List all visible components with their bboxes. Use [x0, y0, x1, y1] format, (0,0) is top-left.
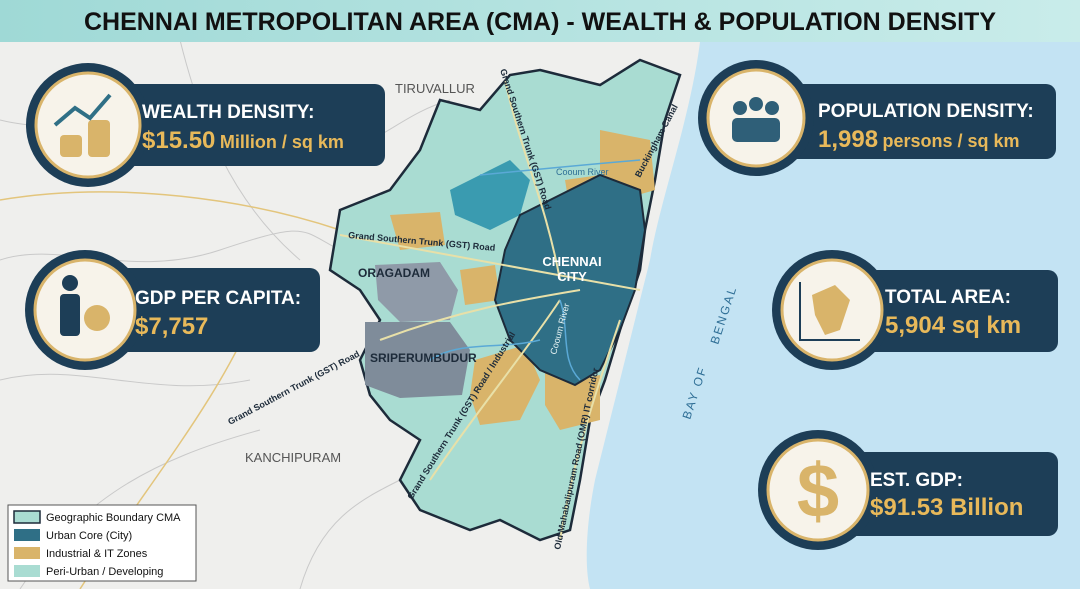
stat-card: GDP PER CAPITA: $7,757 [25, 250, 320, 370]
stat-card: $ EST. GDP: $91.53 Billion [758, 430, 1058, 550]
stat-label: EST. GDP: [870, 470, 963, 491]
stat-unit: Million / sq km [220, 132, 344, 152]
svg-text:$: $ [797, 449, 839, 534]
legend-entry: Industrial & IT Zones [46, 548, 148, 560]
stat-label: GDP PER CAPITA: [135, 288, 301, 309]
stat-card: WEALTH DENSITY: $15.50 Million / sq km [26, 63, 385, 187]
place-label: CHENNAI [542, 254, 601, 269]
place-label: TIRUVALLUR [395, 81, 475, 96]
legend-entry: Geographic Boundary CMA [46, 512, 181, 524]
rivers [429, 159, 641, 381]
place-label: KANCHIPURAM [245, 450, 341, 465]
stat-value: $15.50 [142, 127, 215, 154]
legend-entry: Peri-Urban / Developing [46, 566, 163, 578]
stat-card: POPULATION DENSITY: 1,998 persons / sq k… [698, 60, 1056, 176]
svg-text:$15.50 Million / sq km: $15.50 Million / sq km [142, 127, 344, 154]
sriperumbudur-zone [365, 322, 470, 398]
stat-value: $7,757 [135, 313, 208, 340]
oragadam-zone [375, 262, 458, 322]
stat-value: $91.53 Billion [870, 494, 1023, 521]
title-band [0, 0, 1080, 42]
urban-patch [450, 160, 530, 230]
svg-text:1,998 persons / sq km: 1,998 persons / sq km [818, 126, 1020, 153]
stat-label: WEALTH DENSITY: [142, 102, 314, 123]
stat-card: TOTAL AREA: 5,904 sq km [772, 250, 1058, 370]
place-label: CITY [557, 269, 587, 284]
roads [339, 79, 641, 541]
place-label: ORAGADAM [358, 266, 430, 280]
legend-entry: Urban Core (City) [46, 530, 132, 542]
stat-unit: persons / sq km [883, 131, 1020, 151]
legend: Geographic Boundary CMA Urban Core (City… [7, 504, 197, 582]
place-label: SRIPERUMBUDUR [370, 351, 477, 365]
stat-label: TOTAL AREA: [885, 287, 1011, 308]
stat-label: POPULATION DENSITY: [818, 101, 1034, 122]
stat-value: 1,998 [818, 126, 878, 153]
river-label: Cooum River [556, 167, 609, 177]
title: CHENNAI METROPOLITAN AREA (CMA) - WEALTH… [84, 8, 996, 36]
stat-value: 5,904 sq km [885, 312, 1021, 339]
